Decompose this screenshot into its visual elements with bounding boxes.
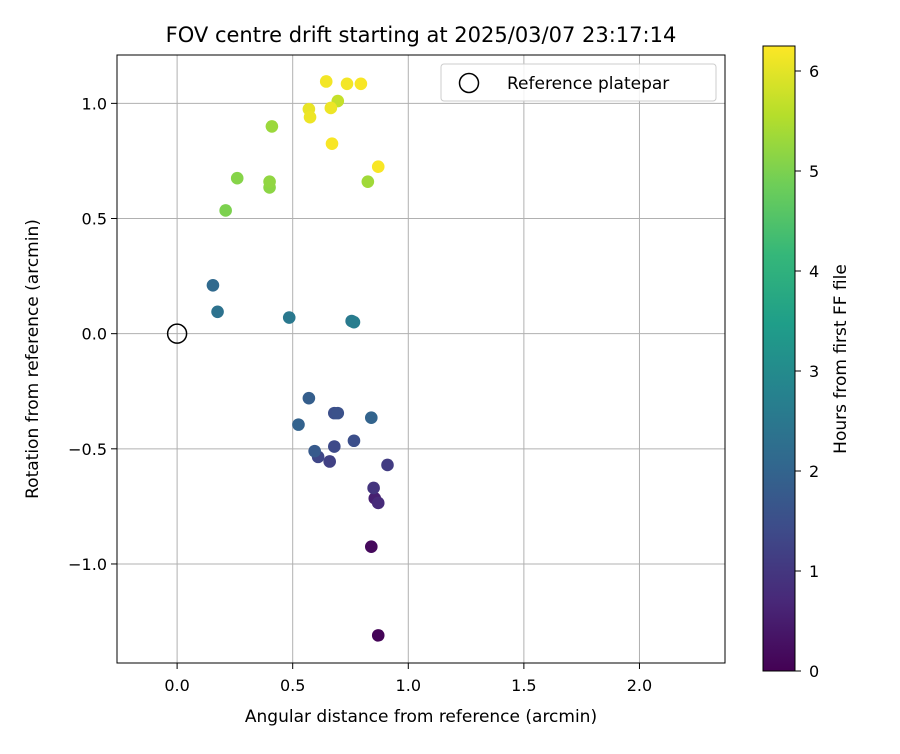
colorbar-tick-label: 4 <box>809 262 819 281</box>
x-axis-label: Angular distance from reference (arcmin) <box>245 707 597 727</box>
legend: Reference platepar <box>440 63 717 102</box>
colorbar-tick-label: 6 <box>809 62 819 81</box>
legend-box <box>440 63 717 102</box>
y-tick-label: −0.5 <box>68 440 107 459</box>
x-tick-label: 1.5 <box>511 676 536 695</box>
plot-frame <box>116 54 726 664</box>
data-point <box>303 110 317 124</box>
data-point <box>263 175 276 188</box>
data-point <box>265 120 279 133</box>
legend-reference-label: Reference platepar <box>507 74 669 94</box>
legend-reference-marker <box>458 72 480 94</box>
x-tick-label: 0.5 <box>280 676 305 695</box>
y-tick-label: −1.0 <box>68 555 107 574</box>
data-point <box>371 496 385 510</box>
data-point <box>211 305 224 319</box>
data-point <box>381 458 394 472</box>
colorbar-tick-label: 1 <box>809 562 819 581</box>
data-point <box>328 440 341 453</box>
data-point <box>319 75 333 88</box>
data-point <box>361 175 375 188</box>
data-point <box>347 434 361 448</box>
colorbar-tick-label: 2 <box>809 462 819 481</box>
colorbar-gradient <box>762 45 796 672</box>
data-points <box>206 75 394 642</box>
chart-title: FOV centre drift starting at 2025/03/07 … <box>166 23 677 47</box>
colorbar-tick-label: 3 <box>809 362 819 381</box>
data-point <box>340 77 354 91</box>
x-tick-label: 2.0 <box>627 676 652 695</box>
grid-lines <box>117 55 725 663</box>
data-point <box>308 444 321 458</box>
data-point <box>323 455 336 468</box>
data-point <box>331 406 345 420</box>
y-axis-label: Rotation from reference (arcmin) <box>23 219 43 499</box>
colorbar-tick-label: 0 <box>809 662 819 681</box>
colorbar-ticks: 0 1 2 3 4 5 6 <box>795 62 819 681</box>
data-point <box>325 137 339 150</box>
data-point <box>371 160 385 173</box>
data-point <box>364 540 378 553</box>
x-tick-label: 1.0 <box>396 676 421 695</box>
data-point <box>354 77 368 91</box>
reference-layer <box>166 323 188 344</box>
data-point <box>347 315 361 329</box>
data-point <box>206 279 220 292</box>
x-ticks: 0.0 0.5 1.0 1.5 2.0 <box>164 663 652 695</box>
data-point <box>371 629 385 642</box>
x-tick-label: 0.0 <box>164 676 189 695</box>
colorbar-label: Hours from first FF file <box>831 264 851 454</box>
data-point <box>302 391 316 405</box>
reference-point-marker <box>166 323 188 344</box>
colorbar: 0 1 2 3 4 5 6 Hours from first FF file <box>762 45 851 681</box>
data-point <box>324 101 338 115</box>
data-point <box>367 481 380 495</box>
y-ticks: −1.0 −0.5 0.0 0.5 1.0 <box>68 94 117 574</box>
colorbar-tick-label: 5 <box>809 162 819 181</box>
data-point <box>364 411 378 425</box>
data-point <box>230 171 244 185</box>
y-tick-label: 0.5 <box>82 210 107 229</box>
y-tick-label: 0.0 <box>82 325 107 344</box>
y-tick-label: 1.0 <box>82 94 107 113</box>
data-point <box>282 311 296 324</box>
data-point <box>219 204 232 217</box>
data-point <box>292 418 305 431</box>
